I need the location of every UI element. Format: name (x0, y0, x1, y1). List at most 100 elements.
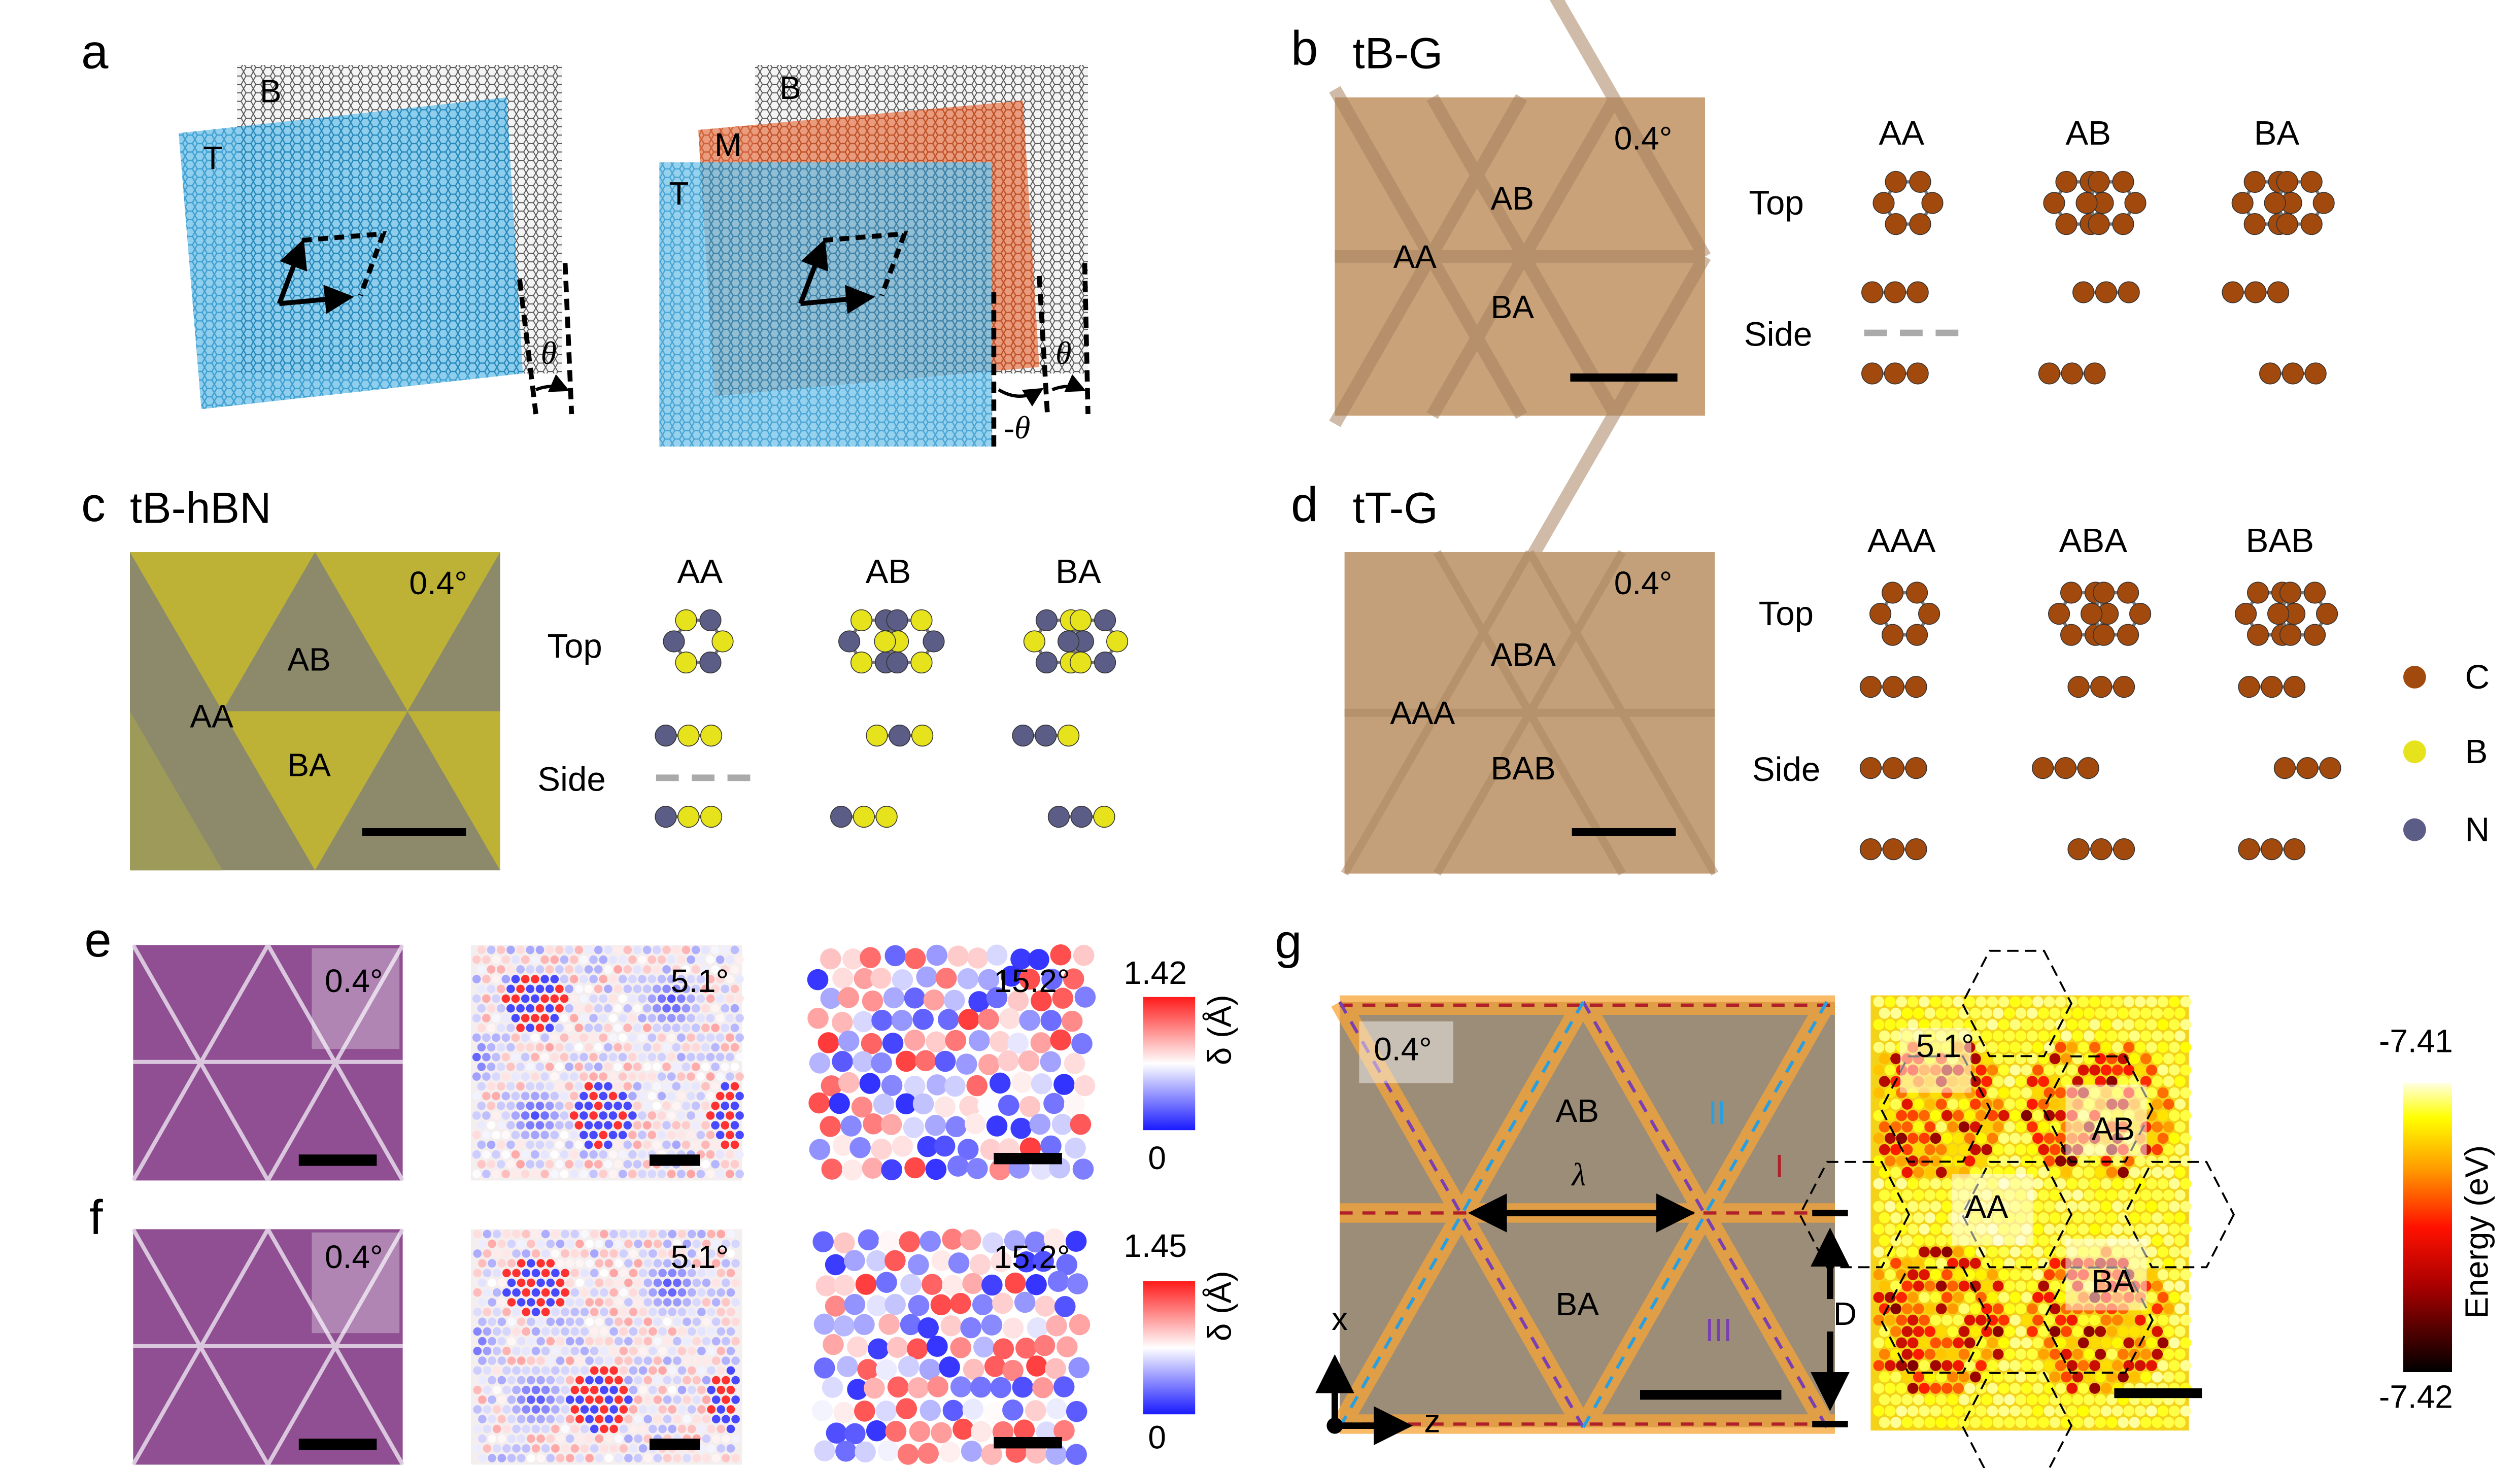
atom (1964, 1110, 1976, 1121)
atom (706, 955, 715, 964)
atom (1015, 1251, 1037, 1273)
atom (2106, 1348, 2118, 1360)
atom (696, 1072, 705, 1081)
atom (477, 1063, 486, 1071)
atom (472, 1170, 481, 1178)
atom (711, 1317, 721, 1326)
atom (643, 1239, 653, 1248)
atom (492, 1249, 501, 1258)
atom (1964, 1155, 1976, 1167)
atom (1013, 1419, 1035, 1441)
atom (536, 1259, 545, 1268)
atom (2118, 1326, 2129, 1337)
atom (511, 1091, 520, 1101)
atom (657, 1131, 666, 1140)
atom (649, 1405, 657, 1414)
atom (531, 1424, 540, 1433)
atom (1873, 1133, 1885, 1144)
atom (487, 1140, 496, 1149)
atom (2140, 1030, 2152, 1042)
atom (722, 1356, 730, 1365)
atom (599, 1033, 608, 1042)
atom (517, 1376, 526, 1385)
atom (692, 1317, 701, 1326)
atom (1913, 1144, 1924, 1155)
atom (1859, 757, 1882, 779)
atom (2157, 1291, 2169, 1303)
atom (2134, 1223, 2146, 1235)
atom (1884, 1110, 1896, 1121)
atom (648, 1111, 657, 1120)
atom (540, 975, 549, 983)
atom (565, 1298, 574, 1307)
atom (531, 1052, 539, 1062)
atom (2089, 1314, 2100, 1326)
atom (599, 975, 608, 983)
atom (707, 1405, 716, 1414)
atom (687, 1072, 695, 1081)
atom (600, 1269, 608, 1278)
atom (716, 975, 725, 983)
atom (2055, 1360, 2066, 1372)
atom (473, 1444, 482, 1453)
atom (735, 1150, 744, 1159)
atom (1981, 1394, 1993, 1406)
atom (673, 1298, 682, 1307)
atom (884, 945, 906, 967)
atom (1873, 1087, 1885, 1099)
atom (2163, 1053, 2174, 1065)
atom (507, 1278, 516, 1287)
atom (706, 1131, 715, 1140)
atom (2049, 1326, 2061, 1337)
atom (619, 1288, 628, 1297)
atom (550, 1150, 559, 1159)
atom (2106, 1417, 2118, 1428)
atom (600, 1249, 608, 1258)
atom (2129, 1212, 2140, 1223)
atom (658, 1288, 667, 1297)
atom (580, 1091, 588, 1101)
atom (1935, 1212, 1947, 1223)
atom (1896, 996, 1908, 1008)
atom (866, 725, 888, 747)
atom (986, 987, 1008, 1008)
atom (2180, 1178, 2192, 1189)
atom (807, 1007, 829, 1029)
atom (546, 1434, 555, 1443)
atom (2123, 1314, 2135, 1326)
atom (675, 651, 697, 674)
atom (478, 1337, 487, 1346)
atom (667, 1033, 676, 1042)
atom (560, 1150, 569, 1159)
atom (2049, 1053, 2061, 1065)
atom (2146, 1201, 2157, 1212)
atom (643, 1337, 653, 1346)
atom (731, 1434, 740, 1443)
atom (633, 1121, 642, 1130)
atom (697, 1308, 706, 1316)
atom (2032, 1269, 2044, 1280)
atom (2095, 1326, 2106, 1337)
atom (1040, 1135, 1062, 1157)
atom (580, 1424, 589, 1433)
atom (2015, 1394, 2027, 1406)
atom (1907, 1269, 1919, 1280)
atom (1907, 1314, 1919, 1326)
atom (886, 609, 908, 632)
atom (2015, 1348, 2027, 1360)
atom (2112, 1405, 2123, 1417)
atom (1906, 362, 1929, 385)
atom (2021, 1133, 2032, 1144)
atom (898, 1356, 920, 1378)
atom (2026, 1371, 2038, 1383)
atom (2118, 1212, 2129, 1223)
domain-walls (131, 1228, 405, 1466)
atom (599, 1111, 608, 1120)
moire-image-tbhbn (130, 552, 500, 871)
panel-title-d: tT-G (1352, 484, 1438, 533)
atom (575, 1415, 584, 1424)
atom (638, 1405, 648, 1414)
angle-label: 0.4° (325, 964, 383, 1001)
atom (696, 1111, 705, 1120)
